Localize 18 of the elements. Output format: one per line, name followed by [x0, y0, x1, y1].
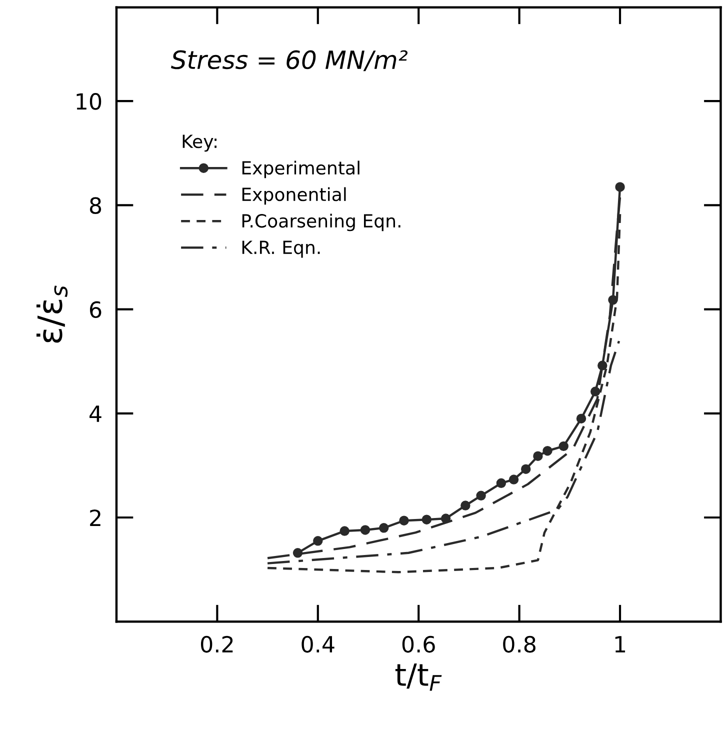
legend-label: Exponential: [242, 187, 346, 205]
y-tick-label: 8: [90, 197, 102, 214]
legend-label: Experimental: [242, 160, 360, 178]
x-tick-label: 1: [615, 636, 626, 652]
x-tick-label: 0.6: [402, 636, 435, 653]
y-tick-label: 10: [76, 93, 102, 110]
legend-label: P.Coarsening Eqn.: [242, 214, 400, 232]
y-tick-label: 6: [90, 301, 102, 318]
x-tick-label: 0.4: [302, 636, 334, 653]
y-tick-label: 4: [90, 406, 102, 422]
x-axis-title: t/t$_{F}$: [395, 663, 442, 691]
legend-title: Key:: [182, 134, 216, 152]
x-tick-label: 0.8: [503, 636, 536, 653]
y-axis-title: ε̇/ε̇$_{s}$: [36, 286, 68, 343]
y-tick-label: 2: [90, 509, 100, 526]
legend-label: K.R. Eqn.: [242, 240, 320, 258]
annotation: Stress = 60 MN/m²: [171, 50, 408, 72]
x-tick-label: 0.2: [200, 636, 233, 653]
